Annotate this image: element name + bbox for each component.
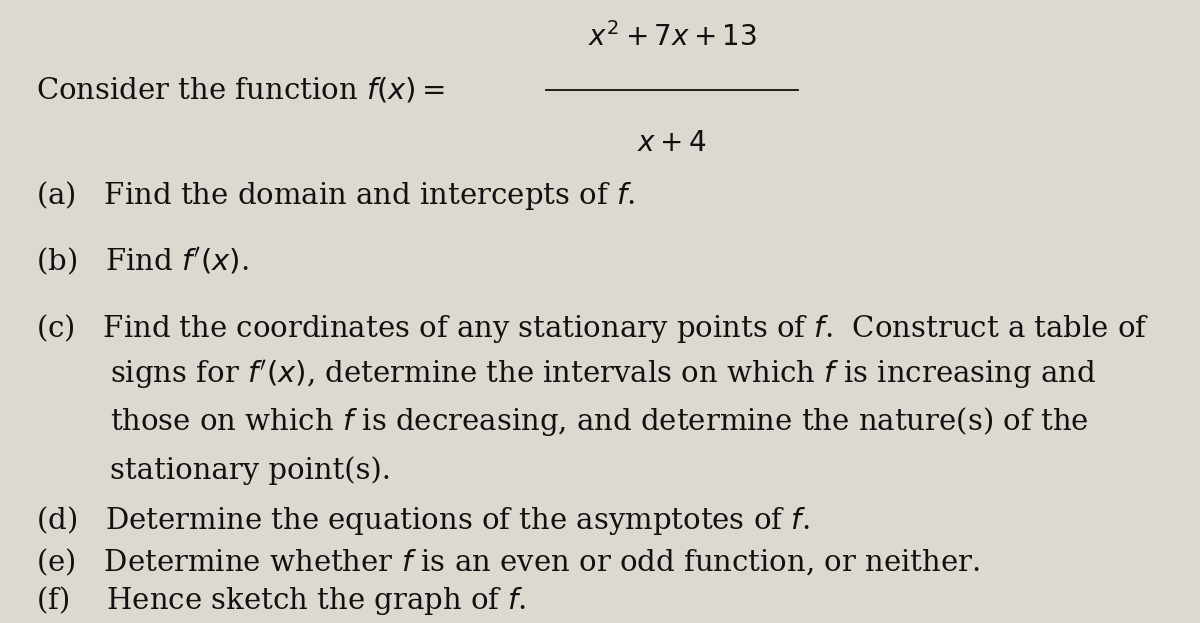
Text: Consider the function $f(x) =$: Consider the function $f(x) =$: [36, 76, 445, 105]
Text: (f)    Hence sketch the graph of $f$.: (f) Hence sketch the graph of $f$.: [36, 584, 527, 617]
Text: (a)   Find the domain and intercepts of $f$.: (a) Find the domain and intercepts of $f…: [36, 179, 635, 212]
Text: stationary point(s).: stationary point(s).: [110, 456, 391, 485]
Text: $x + 4$: $x + 4$: [637, 130, 707, 157]
Text: signs for $f'(x)$, determine the intervals on which $f$ is increasing and: signs for $f'(x)$, determine the interva…: [110, 358, 1097, 391]
Text: (b)   Find $f'(x)$.: (b) Find $f'(x)$.: [36, 246, 248, 277]
Text: (c)   Find the coordinates of any stationary points of $f$.  Construct a table o: (c) Find the coordinates of any stationa…: [36, 312, 1150, 345]
Text: $x^2 + 7x + 13$: $x^2 + 7x + 13$: [588, 22, 756, 52]
Text: (d)   Determine the equations of the asymptotes of $f$.: (d) Determine the equations of the asymp…: [36, 504, 810, 537]
Text: those on which $f$ is decreasing, and determine the nature(s) of the: those on which $f$ is decreasing, and de…: [110, 405, 1090, 438]
Text: (e)   Determine whether $f$ is an even or odd function, or neither.: (e) Determine whether $f$ is an even or …: [36, 546, 980, 578]
